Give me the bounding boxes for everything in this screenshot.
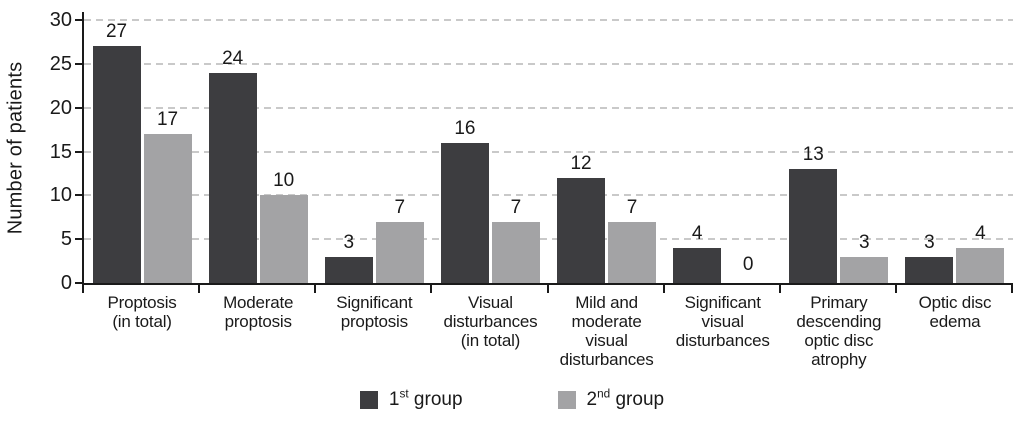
gridline-15 [84,150,1013,153]
gridline-30 [84,19,1013,21]
y-axis-title: Number of patients [4,61,27,235]
gridline-5 [84,238,1013,241]
bar-1st-group [789,169,838,283]
y-tick-label-20: 20 [49,96,72,119]
y-tick-30 [75,19,83,21]
bar-1st-group [324,256,373,283]
y-tick-label-5: 5 [60,228,72,251]
y-tick-10 [75,194,83,197]
bar-value-label: 10 [273,170,295,192]
x-category-label: Proptosis (in total) [107,293,177,331]
bar-1st-group [557,177,606,283]
bar-1st-group [92,46,141,283]
x-category-label: Significant proptosis [336,293,413,331]
y-tick-15 [75,150,83,153]
x-category-label: Significant visual disturbances [675,293,770,350]
bar-2nd-group [608,221,657,283]
bar-value-label: 27 [105,21,128,43]
legend-swatch [359,391,378,409]
bar-2nd-group [259,195,308,283]
y-tick-label-10: 10 [49,184,72,207]
gridline-10 [84,194,1013,197]
bar-value-label: 7 [626,196,638,218]
bar-value-label: 7 [510,196,522,218]
bar-value-label: 4 [691,222,703,244]
y-tick-label-25: 25 [49,52,72,75]
x-tick-2 [314,285,317,293]
bar-2nd-group [956,247,1005,283]
x-tick-1 [198,285,201,293]
legend-swatch [557,391,576,409]
bar-value-label: 24 [222,47,244,69]
bar-value-label: 17 [156,108,179,130]
y-axis-line [82,12,84,285]
x-axis-line [82,283,1013,285]
bar-1st-group [440,142,489,283]
bar-value-label: 4 [975,222,986,244]
bar-2nd-group [375,221,424,283]
legend-label: 2nd group [586,387,665,410]
legend: 1st group 2nd group [0,387,1024,411]
y-tick-5 [75,238,83,241]
x-tick-6 [778,285,781,293]
y-tick-20 [75,106,83,109]
gridline-25 [84,62,1013,65]
y-tick-25 [75,62,83,65]
bar-value-label: 0 [742,254,754,275]
x-category-label: Optic disc edema [918,293,992,331]
x-tick-3 [430,285,433,293]
x-category-label: Mild and moderate visual disturbances [559,293,654,369]
legend-label: 1st group [388,387,463,410]
x-tick-4 [546,285,549,293]
bar-1st-group [673,247,722,283]
bar-2nd-group [143,133,192,283]
bar-value-label: 7 [394,196,406,218]
x-category-label: Moderate proptosis [223,293,294,331]
bar-1st-group [208,72,257,283]
legend-item-1st-group: 1st group [359,387,463,411]
bar-value-label: 12 [570,152,592,174]
x-category-label: Visual disturbances (in total) [443,293,538,350]
y-tick-label-30: 30 [49,9,72,31]
x-category-label: Primary descending optic disc atrophy [796,293,882,369]
x-tick-8 [1011,285,1013,293]
y-tick-label-15: 15 [49,140,72,163]
legend-item-2nd-group: 2nd group [557,387,665,411]
y-tick-label-0: 0 [60,272,72,294]
bar-value-label: 3 [924,231,935,253]
y-tick-0 [75,282,83,284]
x-tick-5 [662,285,665,293]
bar-2nd-group [491,221,540,283]
x-tick-0 [82,285,84,293]
bar-value-label: 3 [859,231,870,253]
gridline-20 [84,106,1013,109]
bar-value-label: 16 [454,117,476,139]
bar-value-label: 13 [802,144,824,166]
bar-value-label: 3 [343,231,355,253]
bar-2nd-group [840,256,889,283]
bar-1st-group [905,256,954,283]
x-tick-7 [894,285,897,293]
